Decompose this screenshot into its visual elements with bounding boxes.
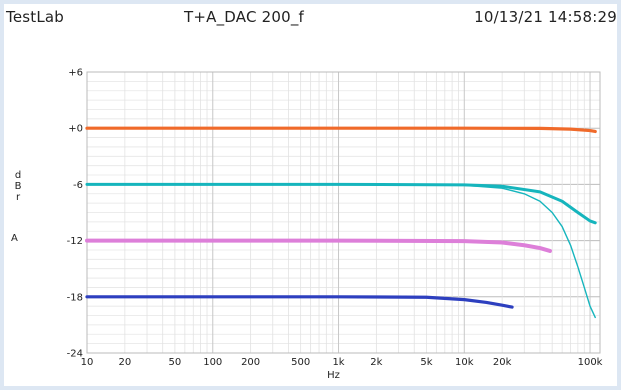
x-tick-label: 20 <box>118 357 131 368</box>
x-tick-label: 100k <box>578 357 603 368</box>
x-tick-label: 200 <box>241 357 260 368</box>
header-lab-name: TestLab <box>6 8 65 26</box>
y-tick-label: -18 <box>67 292 83 303</box>
series-line-3 <box>86 183 596 319</box>
x-tick-label: 1k <box>332 357 344 368</box>
x-tick-label: 20k <box>493 357 512 368</box>
y-axis-channel-label: A <box>11 233 18 244</box>
y-axis-label-line: r <box>15 192 21 203</box>
y-tick-label: +0 <box>68 124 83 135</box>
series-line-4 <box>85 238 552 253</box>
y-axis-label: d B r <box>10 170 26 203</box>
x-tick-label: 500 <box>291 357 310 368</box>
x-tick-label: 5k <box>420 357 432 368</box>
plot-border <box>86 71 601 354</box>
x-tick-label: 50 <box>169 357 182 368</box>
y-tick-label: -24 <box>67 349 83 360</box>
y-tick-label: +6 <box>68 68 83 79</box>
y-axis-label-line: B <box>14 181 22 192</box>
y-tick-label: -6 <box>73 180 83 191</box>
x-axis-label: Hz <box>327 370 340 381</box>
x-tick-label: 2k <box>370 357 382 368</box>
x-tick-label: 10k <box>455 357 474 368</box>
header-device-name: T+A_DAC 200_f <box>184 8 305 26</box>
x-tick-label: 10 <box>81 357 94 368</box>
header-timestamp: 10/13/21 14:58:29 <box>474 8 617 26</box>
series-line-5 <box>85 295 514 309</box>
x-tick-label: 100 <box>203 357 222 368</box>
y-axis-label-line: d <box>14 170 22 181</box>
y-tick-label: -12 <box>67 236 83 247</box>
series-line-1 <box>85 126 597 134</box>
